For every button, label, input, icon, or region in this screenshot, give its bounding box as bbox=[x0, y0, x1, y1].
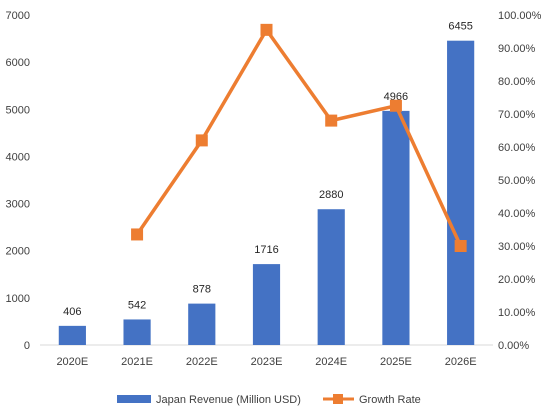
left-tick-label: 5000 bbox=[6, 104, 30, 116]
bar bbox=[447, 40, 475, 345]
growth-rate-marker bbox=[131, 228, 144, 241]
bar-data-label: 406 bbox=[63, 306, 81, 318]
bar bbox=[252, 264, 281, 345]
line-series bbox=[131, 23, 467, 252]
x-tick-label: 2026E bbox=[445, 356, 477, 368]
right-tick-label: 70.00% bbox=[498, 109, 536, 121]
left-tick-label: 0 bbox=[24, 340, 30, 352]
growth-rate-line bbox=[135, 26, 463, 247]
x-tick-label: 2020E bbox=[56, 356, 88, 368]
right-tick-label: 90.00% bbox=[498, 43, 536, 55]
growth-rate-marker bbox=[389, 99, 402, 112]
x-tick-label: 2023E bbox=[251, 356, 283, 368]
legend-swatch-revenue bbox=[117, 395, 151, 403]
right-tick-label: 30.00% bbox=[498, 241, 536, 253]
bar bbox=[188, 303, 216, 345]
left-tick-label: 1000 bbox=[6, 293, 30, 305]
right-axis: 0.00% 10.00% 20.00% 30.00% 40.00% 50.00% 60.00… bbox=[498, 10, 542, 352]
x-tick-label: 2021E bbox=[121, 356, 153, 368]
growth-rate-marker bbox=[195, 134, 208, 147]
growth-rate-marker bbox=[260, 23, 273, 36]
legend-marker-growth bbox=[333, 394, 343, 404]
bar-data-label: 4966 bbox=[384, 91, 408, 103]
bar bbox=[123, 319, 151, 345]
growth-rate-marker bbox=[325, 114, 338, 127]
left-tick-label: 3000 bbox=[6, 199, 30, 211]
x-tick-label: 2022E bbox=[186, 356, 218, 368]
bar-data-label: 6455 bbox=[448, 21, 472, 33]
bar-series bbox=[58, 40, 475, 345]
right-tick-label: 0.00% bbox=[498, 340, 529, 352]
legend: Japan Revenue (Million USD) Growth Rate bbox=[117, 394, 421, 406]
legend-label-growth: Growth Rate bbox=[359, 394, 421, 406]
right-tick-label: 60.00% bbox=[498, 142, 536, 154]
x-tick-label: 2024E bbox=[315, 356, 347, 368]
bar-data-label: 878 bbox=[193, 284, 211, 296]
right-tick-label: 50.00% bbox=[498, 175, 536, 187]
left-tick-label: 4000 bbox=[6, 151, 30, 163]
right-tick-label: 40.00% bbox=[498, 208, 536, 220]
left-tick-label: 7000 bbox=[6, 10, 30, 22]
bar bbox=[317, 209, 345, 345]
bar-data-label: 2880 bbox=[319, 189, 343, 201]
right-tick-label: 100.00% bbox=[498, 10, 542, 22]
left-tick-label: 6000 bbox=[6, 57, 30, 69]
bar-data-label: 542 bbox=[128, 299, 146, 311]
left-tick-label: 2000 bbox=[6, 246, 30, 258]
bar bbox=[382, 110, 410, 345]
right-tick-label: 10.00% bbox=[498, 307, 536, 319]
legend-label-revenue: Japan Revenue (Million USD) bbox=[156, 394, 301, 406]
x-tick-label: 2025E bbox=[380, 356, 412, 368]
growth-rate-marker bbox=[454, 240, 467, 252]
bar-data-label: 1716 bbox=[254, 244, 278, 256]
right-tick-label: 20.00% bbox=[498, 274, 536, 286]
left-axis: 0 1000 2000 3000 4000 5000 6000 7000 bbox=[6, 10, 30, 352]
x-axis: 2020E 2021E 2022E 2023E 2024E 2025E 2026E bbox=[56, 356, 476, 368]
bar-data-labels: 406 542 878 1716 2880 4966 6455 bbox=[63, 21, 473, 318]
bar bbox=[58, 325, 86, 345]
right-tick-label: 80.00% bbox=[498, 76, 536, 88]
